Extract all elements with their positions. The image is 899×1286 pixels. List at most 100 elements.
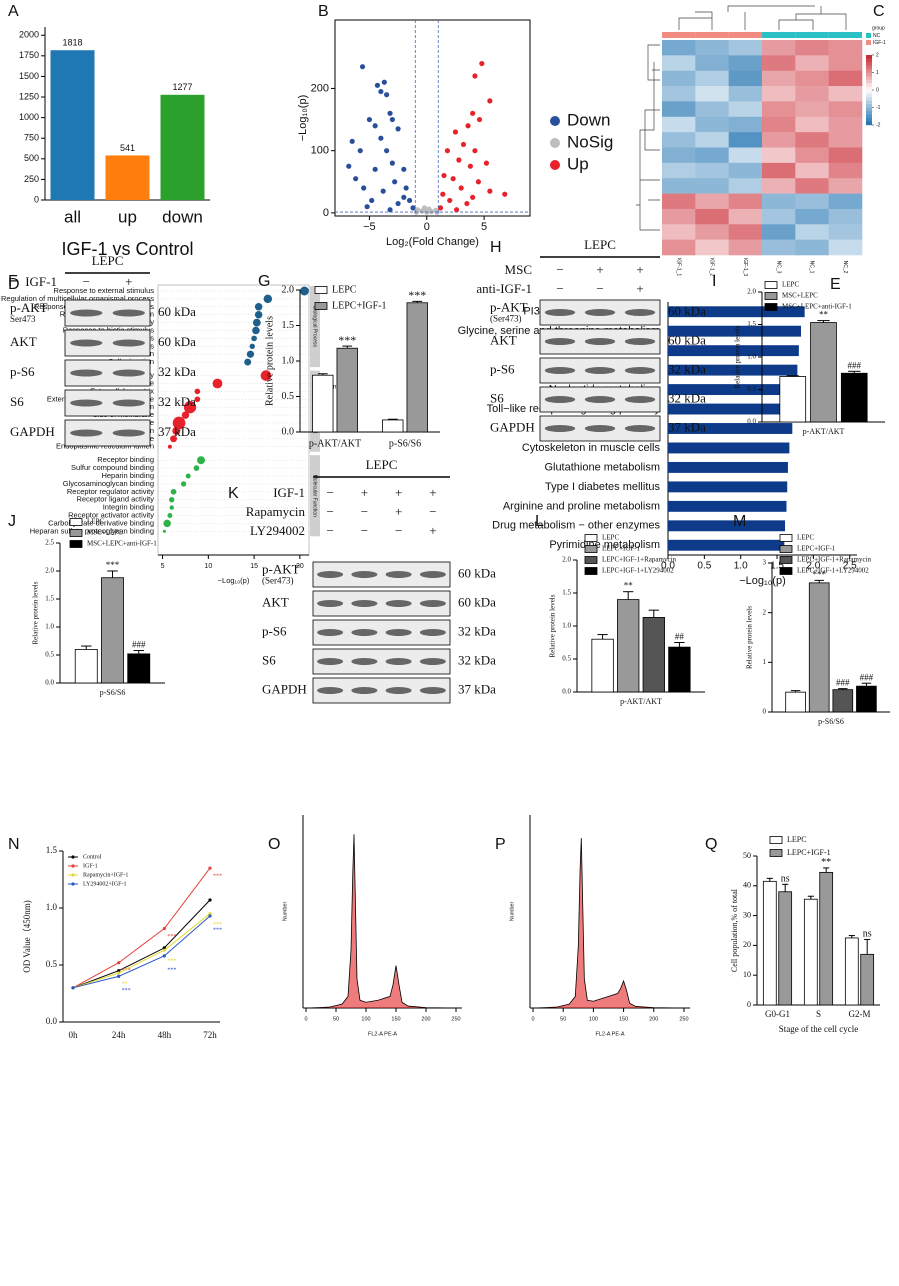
row-label: p-S6 (490, 361, 515, 376)
x-tick-label: p-AKT/AKT (620, 697, 662, 706)
dot (249, 343, 255, 349)
colorbar-step (866, 114, 872, 119)
blot-band (624, 309, 656, 316)
bar (860, 953, 875, 1006)
significance-label: *** (122, 988, 131, 994)
x-tick-label: p-S6/S6 (100, 688, 126, 697)
heatmap-cell (728, 147, 763, 164)
point (467, 163, 473, 169)
x-tick-label: 50 (560, 1016, 566, 1022)
significance-label: ### (848, 360, 862, 370)
dot (263, 294, 273, 304)
blot-title: LEPC (92, 253, 124, 268)
bar (312, 374, 334, 433)
bar (832, 689, 854, 713)
heatmap-cell (828, 193, 863, 210)
series-line (72, 915, 211, 989)
point (444, 148, 451, 154)
y-tick-label: 0 (747, 1000, 751, 1009)
legend-label: MSC+LEPC+anti-IGF-1 (87, 540, 157, 548)
legend-label: LEPC (782, 281, 799, 289)
colorbar-label: -2 (876, 122, 881, 128)
heatmap-cell (728, 132, 763, 148)
significance-label: *** (167, 967, 176, 973)
dot (252, 318, 261, 327)
legend-label: MSC+LEPC+anti-IGF-1 (782, 303, 852, 311)
bar (382, 419, 404, 433)
y-tick-label: 500 (24, 153, 39, 163)
y-tick-label: 0.0 (282, 426, 295, 437)
panel: G 0.0 0.5 1.0 1.5 2.0 Relative protein levels p… (258, 273, 440, 449)
legend-swatch (769, 849, 783, 857)
molecular-weight: 37 kDa (668, 419, 706, 434)
condition-sign: − (395, 523, 402, 538)
legend-swatch (69, 518, 83, 526)
significance-label: *** (213, 922, 222, 928)
y-tick-label: 30 (743, 910, 751, 919)
bar (668, 646, 691, 693)
term-label: Glycosaminoglycan binding (63, 479, 154, 488)
legend-label: LEPC (332, 284, 357, 295)
x-axis-label: −Log₁₀(p) (218, 576, 250, 585)
row-label: S6 (490, 390, 504, 405)
x-tick-label: 1.5 (770, 561, 784, 572)
bar (668, 306, 805, 318)
panel-label: K (228, 485, 239, 502)
bar (105, 155, 150, 200)
colorbar-step (866, 107, 872, 112)
molecular-weight: 32 kDa (458, 623, 496, 638)
bar (668, 481, 788, 493)
legend-label: MSC+LEPC (87, 529, 123, 537)
y-tick-label: 250 (24, 174, 39, 184)
bar (668, 461, 788, 473)
term-label: Sulfur compound binding (71, 463, 154, 472)
bar (668, 500, 787, 512)
blot-band (112, 399, 145, 407)
x-tick-label: 0 (424, 221, 430, 233)
x-tick-label: 0.0 (661, 561, 675, 572)
dot (194, 388, 201, 395)
legend-marker (71, 873, 75, 877)
x-tick-label: 24h (112, 1030, 126, 1040)
heatmap-cell (828, 224, 863, 240)
group-bar (828, 32, 862, 38)
legend-swatch (764, 292, 778, 300)
y-tick-label: 2.0 (45, 567, 54, 575)
blot-band (419, 571, 446, 578)
panel: N 0.0 0.5 1.0 1.5 OD Value（450nm) 0h 24h 48h 72h C… (8, 836, 222, 1040)
legend-label: LEPC+IGF-1+LY294002 (602, 567, 674, 575)
blot-band (419, 658, 446, 665)
molecular-weight: 60 kDa (458, 594, 496, 609)
x-axis-label: FL2-A PE-A (368, 1031, 397, 1037)
y-tick-label: 1000 (19, 112, 39, 122)
heatmap-cell (762, 70, 796, 87)
point (162, 946, 166, 950)
blot-title: LEPC (584, 237, 616, 252)
row-label: AKT (262, 594, 289, 609)
heatmap-cell (795, 132, 829, 148)
panel-label: H (490, 239, 502, 256)
legend-swatch (69, 540, 83, 548)
x-tick-label: 48h (158, 1030, 172, 1040)
x-tick-label: all (64, 207, 81, 226)
heatmap-cell (728, 162, 763, 179)
y-tick-label: 0.5 (747, 385, 756, 393)
significance-label: ** (624, 581, 634, 591)
bar (617, 599, 640, 693)
point (117, 971, 121, 975)
dot (170, 435, 178, 443)
panel-label: I (712, 273, 716, 290)
point (437, 205, 444, 211)
y-tick-label: 1750 (19, 50, 39, 60)
y-tick-label: 20 (743, 940, 751, 949)
term-label: Heparin binding (101, 471, 154, 480)
blot-band (317, 571, 344, 578)
blot-band (385, 658, 412, 665)
heatmap-cell (662, 162, 696, 179)
dot (212, 378, 223, 389)
heatmap-cell (662, 40, 696, 56)
x-tick-label: p-AKT/AKT (309, 438, 361, 449)
legend-label: LEPC (602, 534, 619, 542)
point (470, 110, 476, 116)
